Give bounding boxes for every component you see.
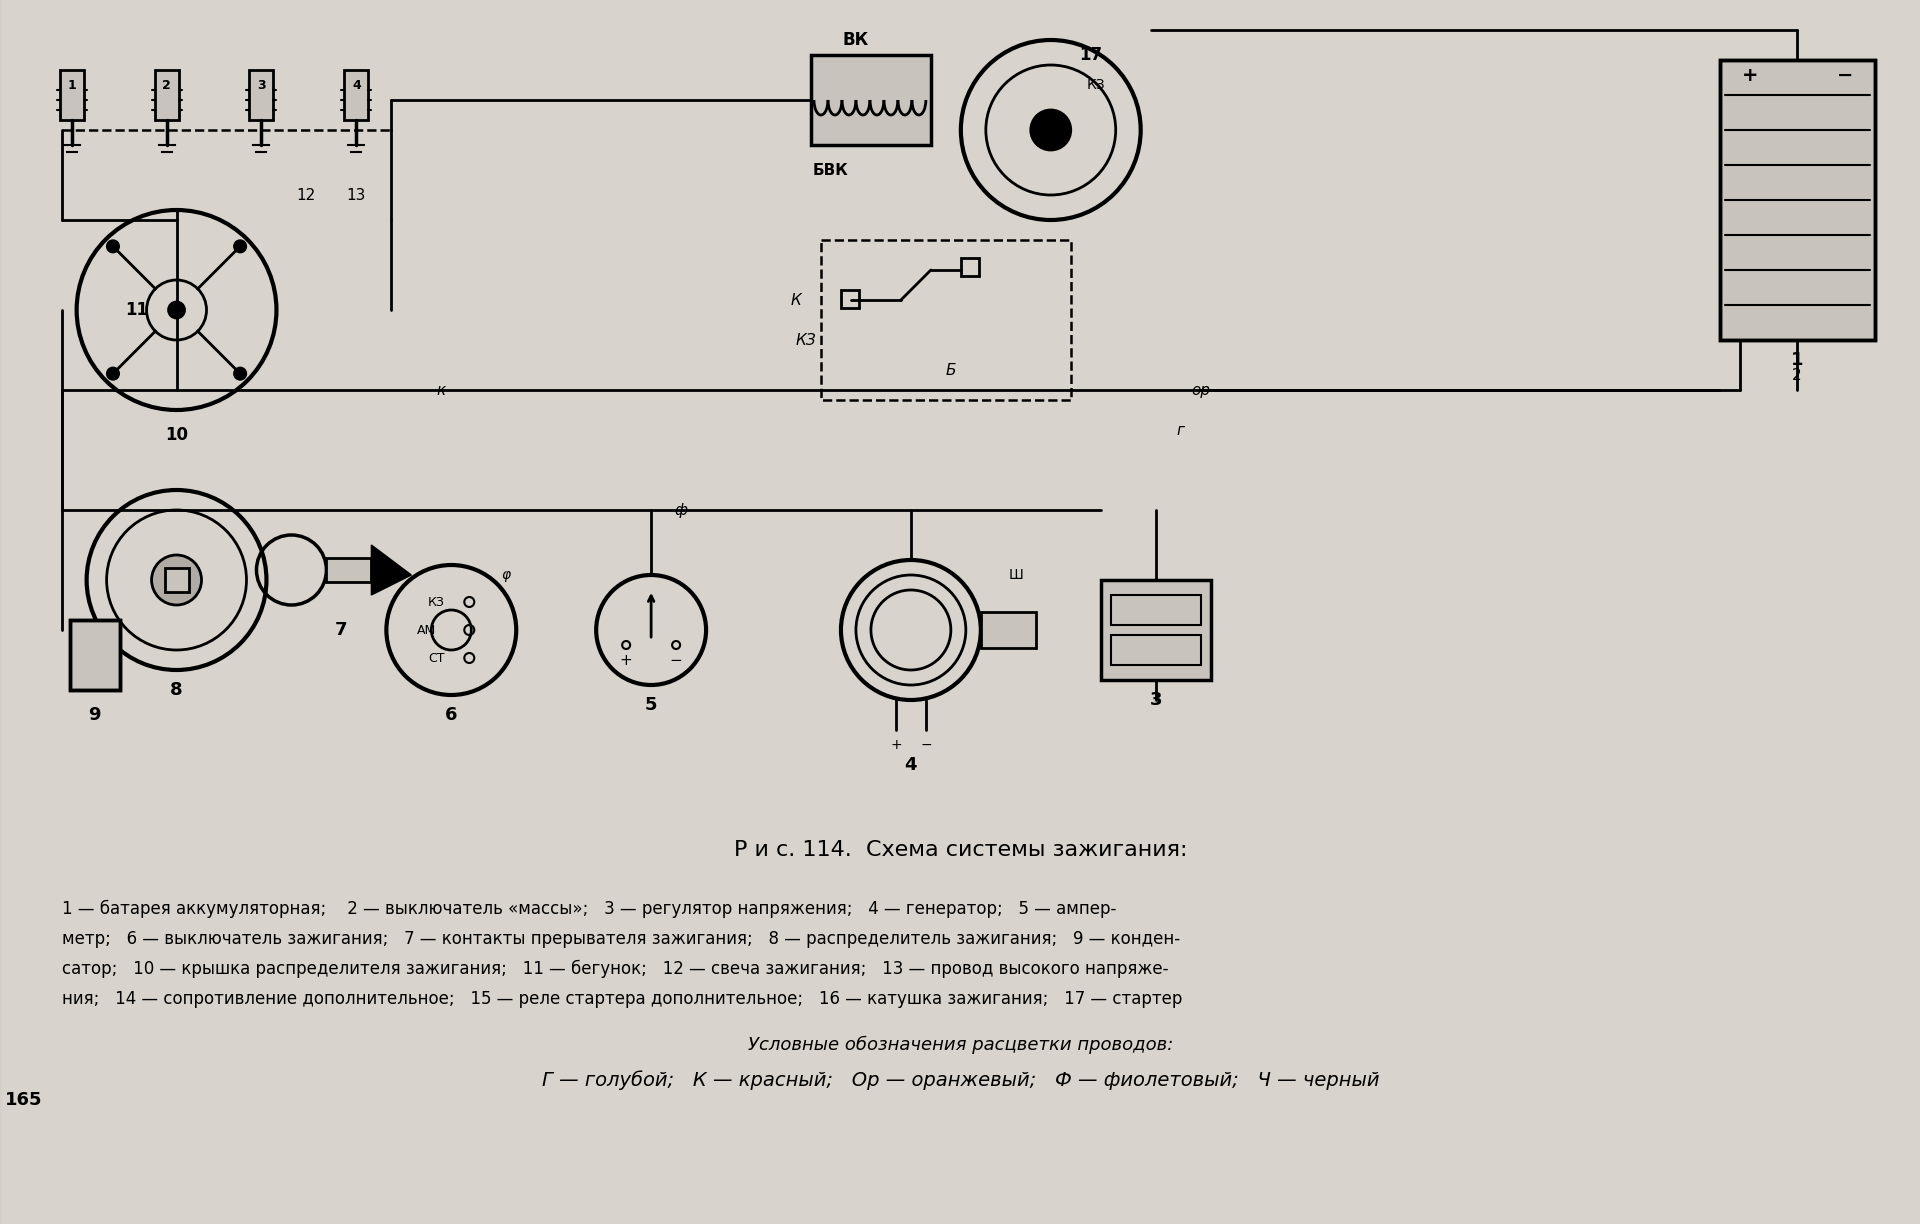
Bar	[326, 558, 371, 581]
Bar	[69, 621, 119, 690]
Text: г: г	[1177, 422, 1185, 437]
Text: 1: 1	[1791, 351, 1803, 368]
Text: 13: 13	[348, 187, 367, 202]
Polygon shape	[371, 545, 411, 595]
Text: метр;   6 — выключатель зажигания;   7 — контакты прерывателя зажигания;   8 — р: метр; 6 — выключатель зажигания; 7 — кон…	[61, 930, 1179, 949]
Text: 1 — батарея аккумуляторная;    2 — выключатель «массы»;   3 — регулятор напряжен: 1 — батарея аккумуляторная; 2 — выключат…	[61, 900, 1116, 918]
Bar	[165, 568, 188, 592]
Text: 5: 5	[645, 696, 657, 714]
Text: +: +	[891, 738, 902, 752]
Text: Условные обозначения расцветки проводов:: Условные обозначения расцветки проводов:	[749, 1036, 1173, 1054]
Text: Р и с. 114.  Схема системы зажигания:: Р и с. 114. Схема системы зажигания:	[733, 840, 1188, 860]
Text: 6: 6	[445, 706, 457, 725]
Bar	[810, 55, 931, 144]
Text: 2: 2	[161, 78, 171, 92]
Text: Г — голубой;   К — красный;   Ор — оранжевый;   Ф — фиолетовый;   Ч — черный: Г — голубой; К — красный; Ор — оранжевый…	[541, 1070, 1380, 1089]
Bar	[60, 70, 84, 120]
Circle shape	[152, 554, 202, 605]
Text: 3: 3	[1150, 692, 1162, 709]
Bar	[960, 258, 979, 275]
Text: 1: 1	[67, 78, 77, 92]
Text: КЗ: КЗ	[428, 596, 445, 608]
Text: 17: 17	[1079, 47, 1102, 64]
Bar	[69, 621, 119, 690]
Bar	[250, 70, 273, 120]
Text: 12: 12	[298, 187, 317, 202]
Bar	[1720, 60, 1876, 340]
Bar	[1100, 580, 1212, 681]
Bar	[156, 70, 179, 120]
Text: БВК: БВК	[812, 163, 849, 177]
Circle shape	[234, 367, 246, 379]
Text: ния;   14 — сопротивление дополнительное;   15 — реле стартера дополнительное;  : ния; 14 — сопротивление дополнительное; …	[61, 990, 1183, 1009]
Text: Б: Б	[947, 362, 956, 377]
Text: ВК: ВК	[843, 31, 870, 49]
Text: 165: 165	[6, 1091, 42, 1109]
Text: −: −	[670, 652, 682, 667]
Bar	[841, 290, 858, 308]
Bar	[981, 612, 1035, 647]
Circle shape	[108, 367, 119, 379]
Circle shape	[1031, 110, 1071, 151]
Bar	[344, 70, 369, 120]
Text: +: +	[620, 652, 632, 667]
Circle shape	[234, 240, 246, 252]
Text: 11: 11	[125, 301, 148, 319]
Text: −: −	[920, 738, 931, 752]
Text: 8: 8	[171, 681, 182, 699]
Bar	[1720, 60, 1876, 340]
Text: 2: 2	[1791, 367, 1803, 383]
Text: СТ: СТ	[428, 651, 445, 665]
Bar	[1110, 595, 1200, 625]
Text: ор: ор	[1190, 383, 1210, 398]
Text: сатор;   10 — крышка распределителя зажигания;   11 — бегунок;   12 — свеча зажи: сатор; 10 — крышка распределителя зажига…	[61, 960, 1167, 978]
Text: к: к	[436, 383, 445, 398]
Text: −: −	[1837, 66, 1853, 84]
Text: 7: 7	[336, 621, 348, 639]
Text: 4: 4	[904, 756, 918, 774]
Text: Ш: Ш	[1008, 568, 1023, 581]
Text: АМ: АМ	[417, 623, 436, 636]
Text: 9: 9	[88, 706, 102, 725]
Text: КЗ: КЗ	[1087, 78, 1106, 92]
Text: КЗ: КЗ	[795, 333, 816, 348]
Text: +: +	[1741, 66, 1759, 84]
Circle shape	[108, 240, 119, 252]
Bar	[822, 240, 1071, 400]
Text: К: К	[791, 293, 801, 307]
Circle shape	[169, 302, 184, 318]
Text: 3: 3	[257, 78, 265, 92]
Bar	[1110, 635, 1200, 665]
Text: 4: 4	[351, 78, 361, 92]
Text: 10: 10	[165, 426, 188, 444]
Text: φ: φ	[501, 568, 511, 581]
Text: ф: ф	[674, 503, 687, 518]
